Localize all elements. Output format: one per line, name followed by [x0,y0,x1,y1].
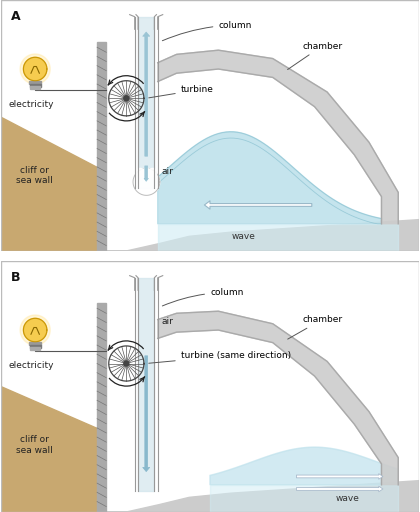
Polygon shape [29,342,41,345]
Polygon shape [158,132,381,224]
Polygon shape [136,168,144,177]
Text: wave: wave [231,232,255,241]
Text: cliff or
sea wall: cliff or sea wall [16,435,52,455]
Polygon shape [24,57,47,81]
Text: A: A [11,10,21,24]
Polygon shape [158,50,398,224]
Polygon shape [20,54,50,84]
Text: chamber: chamber [288,315,342,339]
Polygon shape [30,347,40,350]
Polygon shape [30,86,40,89]
Polygon shape [142,168,151,177]
Polygon shape [158,311,398,485]
Polygon shape [210,485,398,512]
Text: air: air [162,317,174,326]
Text: cliff or
sea wall: cliff or sea wall [16,166,52,185]
Polygon shape [133,168,160,196]
Text: electricity: electricity [8,99,54,109]
Text: wave: wave [336,494,360,503]
Text: column: column [163,20,252,41]
Polygon shape [124,361,129,366]
Text: chamber: chamber [288,41,342,70]
Text: column: column [163,288,243,306]
Text: B: B [11,271,21,285]
Text: turbine: turbine [149,86,214,98]
Bar [138,278,155,491]
Polygon shape [158,132,381,224]
Polygon shape [97,303,106,512]
Text: electricity: electricity [8,360,54,370]
Polygon shape [158,224,398,251]
Polygon shape [1,387,97,512]
Text: air: air [162,167,174,176]
Polygon shape [210,447,398,485]
Polygon shape [210,447,398,485]
Polygon shape [29,81,41,83]
Bar [138,17,155,188]
Polygon shape [24,318,47,342]
Polygon shape [149,168,157,177]
Polygon shape [124,96,129,101]
Polygon shape [1,117,97,251]
Polygon shape [1,481,419,512]
Polygon shape [20,315,50,345]
Polygon shape [97,42,106,251]
Polygon shape [30,345,41,348]
Polygon shape [1,220,419,251]
Text: turbine (same direction): turbine (same direction) [149,351,291,363]
Polygon shape [30,83,41,87]
